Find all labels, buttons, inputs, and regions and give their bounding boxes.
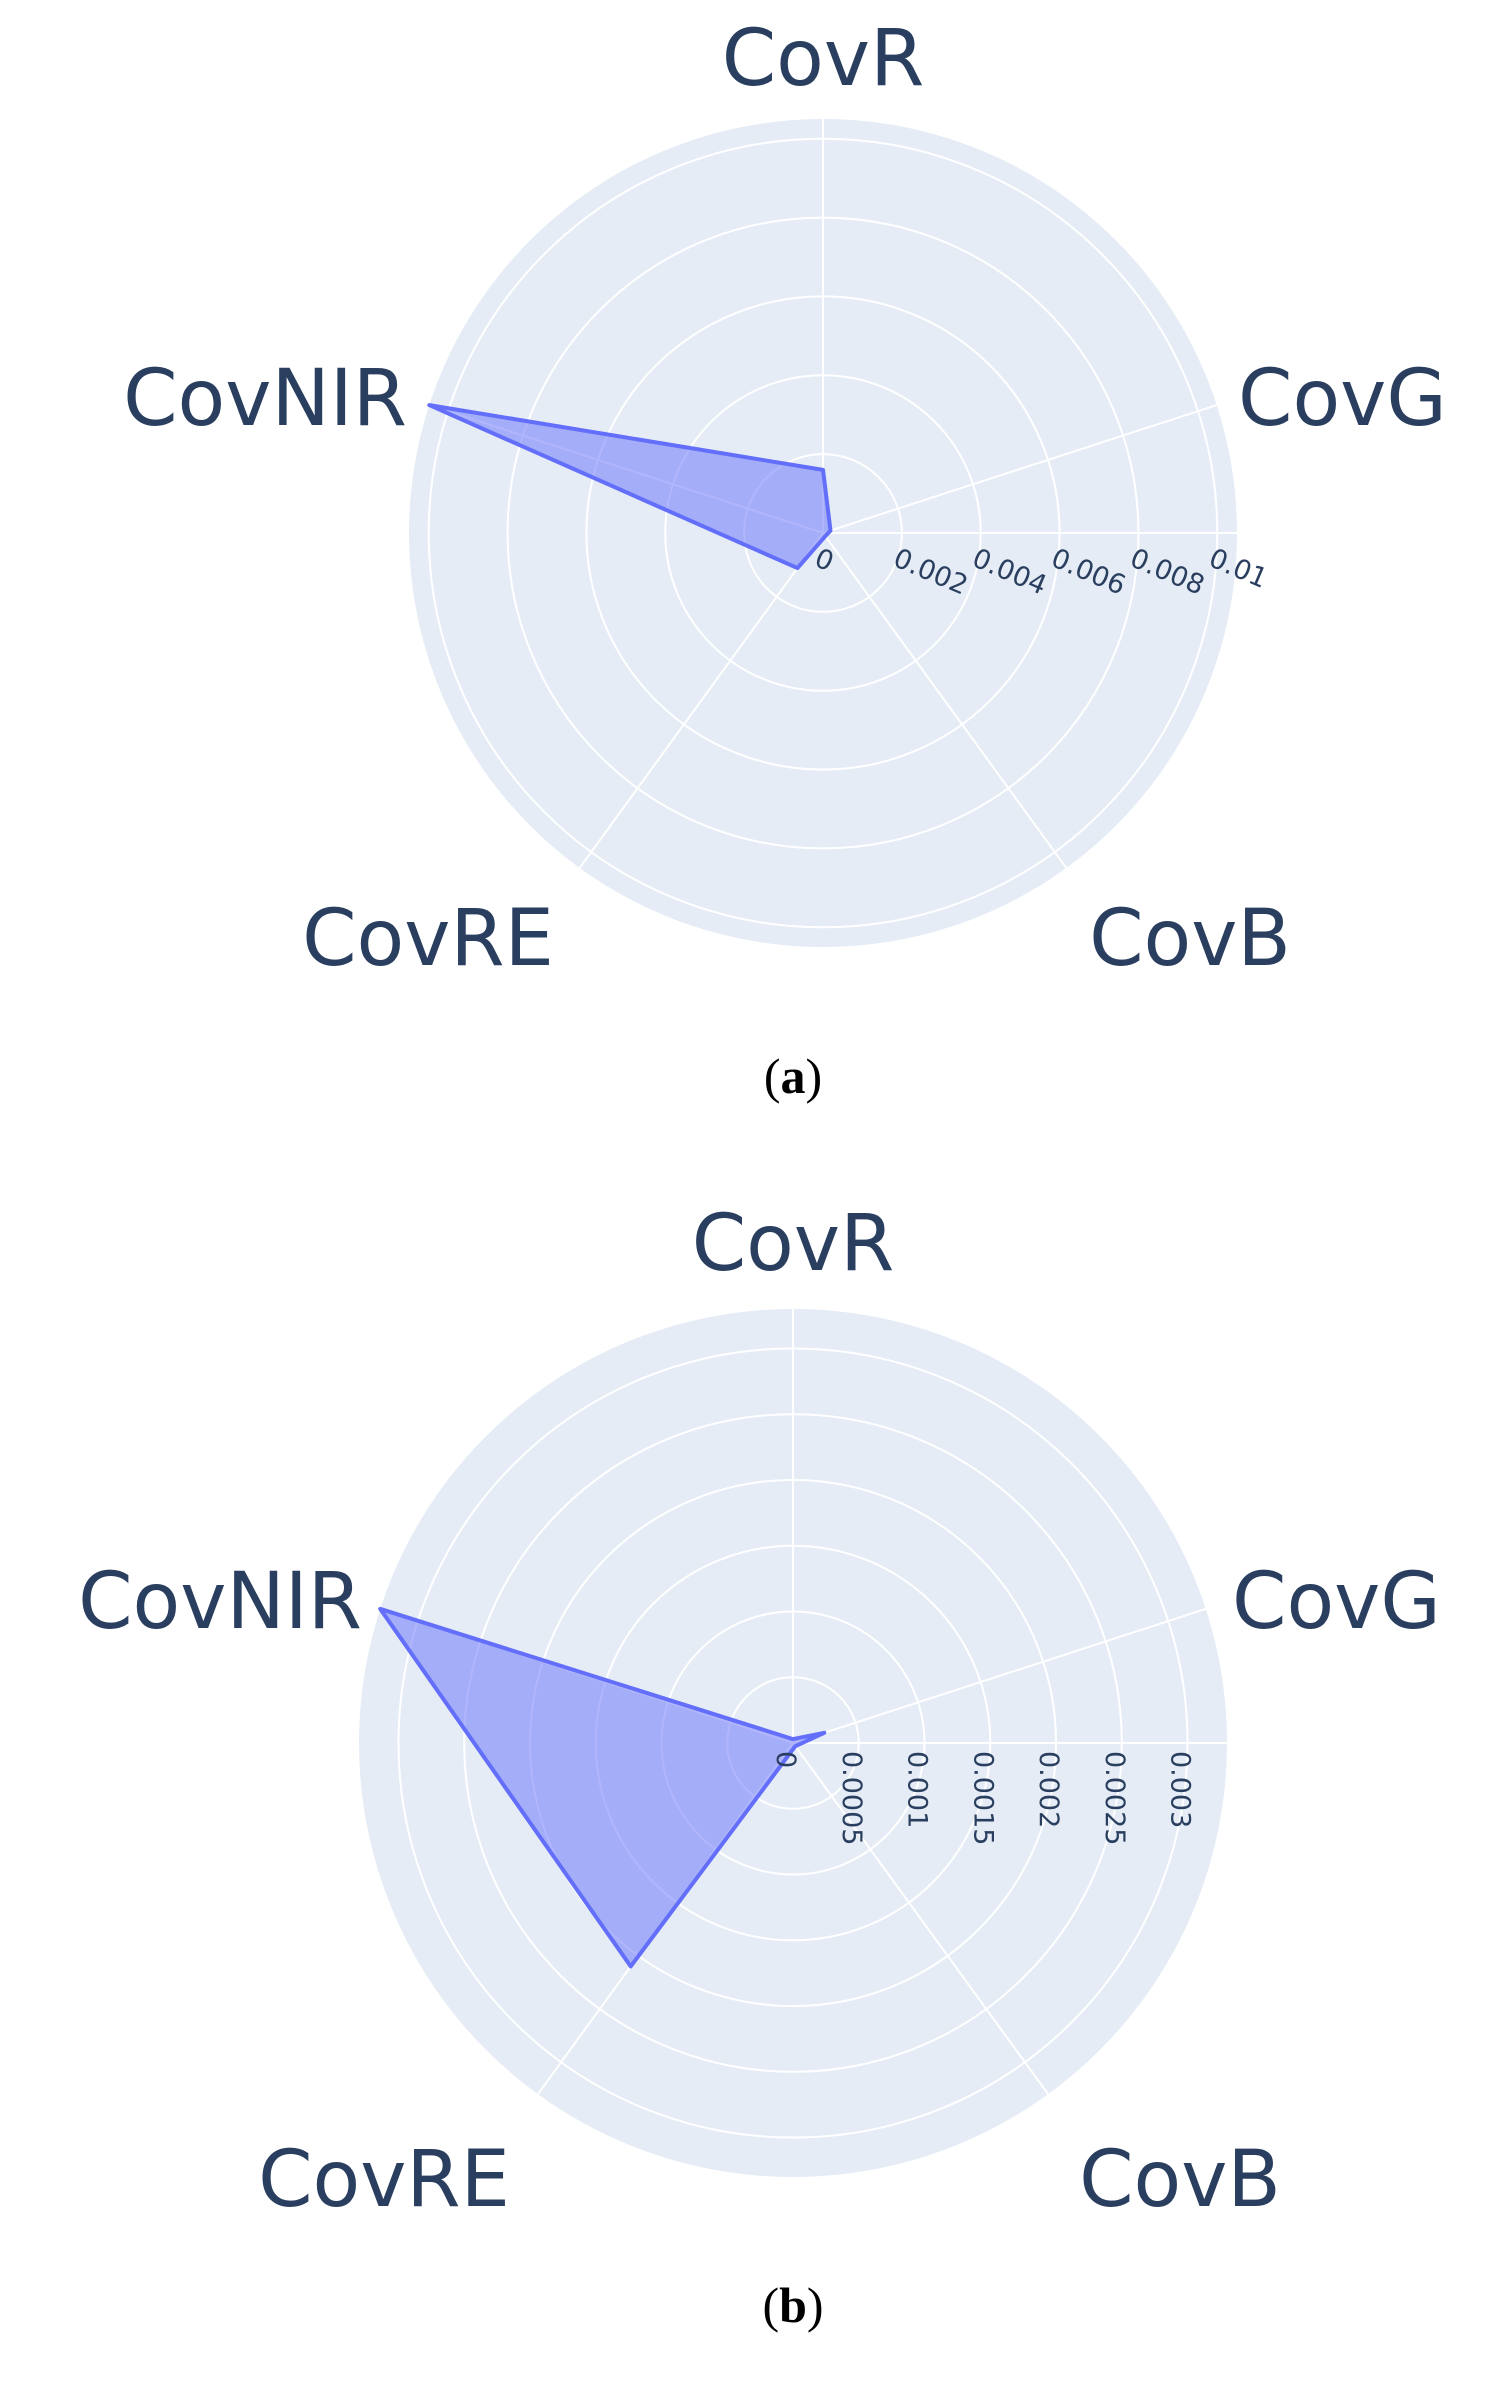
data-point-covg: [822, 1731, 826, 1735]
data-polygon: [378, 1606, 827, 1969]
radial-tick-label: 0: [770, 1751, 801, 1768]
data-point-covre: [796, 566, 800, 570]
data-point-covr: [821, 468, 825, 472]
axis-label-covb: CovB: [1079, 2135, 1281, 2225]
panel-label-b: (b): [762, 2277, 823, 2333]
radial-tick-label: 0.001: [902, 1751, 933, 1828]
axis-label-covg: CovG: [1232, 1557, 1441, 1647]
spoke-covb: [792, 1742, 1049, 2095]
radial-tick-label: 0.0005: [836, 1751, 867, 1845]
data-point-covg: [828, 529, 832, 533]
axis-label-covg: CovG: [1238, 354, 1447, 444]
spoke-covb: [822, 532, 1068, 869]
axis-label-covnir: CovNIR: [78, 1557, 362, 1647]
radial-tick-label: 0.0015: [967, 1751, 998, 1845]
radial-tick-label: 0.0025: [1099, 1751, 1130, 1845]
axis-label-covre: CovRE: [258, 2135, 510, 2225]
radial-tick-label: 0.002: [1033, 1751, 1064, 1828]
axis-label-covnir: CovNIR: [123, 354, 407, 444]
data-point-covre: [629, 1964, 633, 1968]
radar-chart-a: 0 0.0020.0040.0060.0080.01CovRCovGCovBCov…: [123, 14, 1447, 984]
spoke-covg: [822, 404, 1218, 534]
panel-label-a: (a): [764, 1048, 822, 1104]
axis-label-covr: CovR: [692, 1199, 895, 1289]
data-point-covb: [823, 534, 827, 538]
spoke-covre: [578, 532, 824, 869]
data-point-covnir: [378, 1607, 382, 1611]
axis-label-covb: CovB: [1089, 894, 1291, 984]
data-polygon: [427, 403, 833, 571]
axis-label-covr: CovR: [722, 14, 925, 104]
data-point-covnir: [427, 403, 431, 407]
data-point-covr: [791, 1737, 795, 1741]
spoke-covg: [792, 1607, 1207, 1744]
axis-label-covre: CovRE: [302, 894, 554, 984]
radial-tick-label: 0.003: [1165, 1751, 1196, 1828]
radar-chart-b: 0 0.0005 0.001 0.0015 0.002 0.0025 0.003 CovR Co…: [78, 1199, 1441, 2225]
data-point-covb: [793, 1744, 797, 1748]
